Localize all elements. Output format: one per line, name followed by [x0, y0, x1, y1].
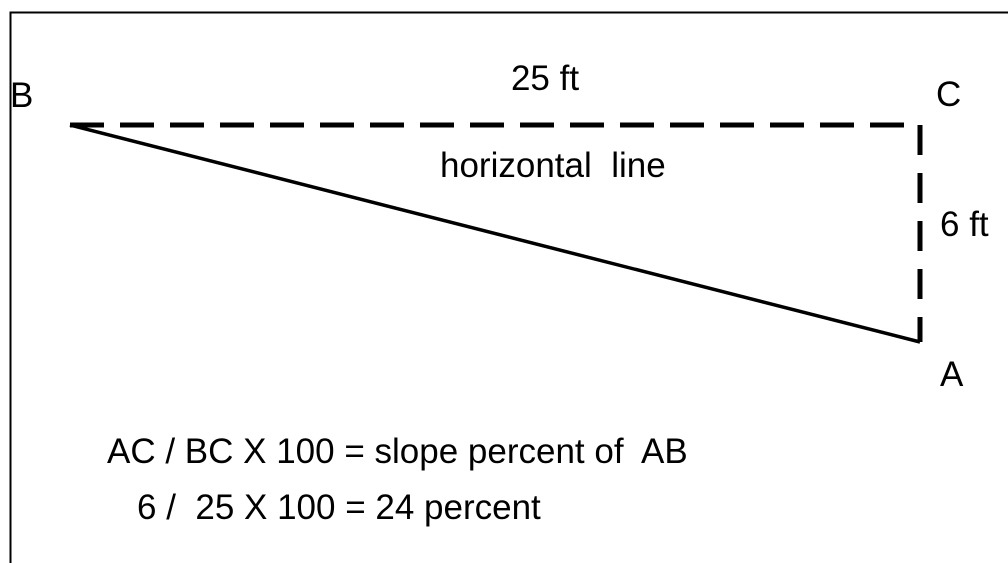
side-ab: [69, 123, 921, 344]
side-ac-length: 6 ft: [940, 205, 989, 244]
point-c: C: [936, 75, 961, 114]
side-bc-length: 25 ft: [511, 59, 579, 98]
formula-general: AC / BC X 100 = slope percent of AB: [107, 432, 688, 471]
frame: [9, 11, 1008, 563]
side-bc-note: horizontal line: [440, 146, 666, 185]
point-b: B: [10, 76, 33, 115]
formula-worked: 6 / 25 X 100 = 24 percent: [137, 488, 541, 527]
point-a: A: [940, 355, 964, 394]
